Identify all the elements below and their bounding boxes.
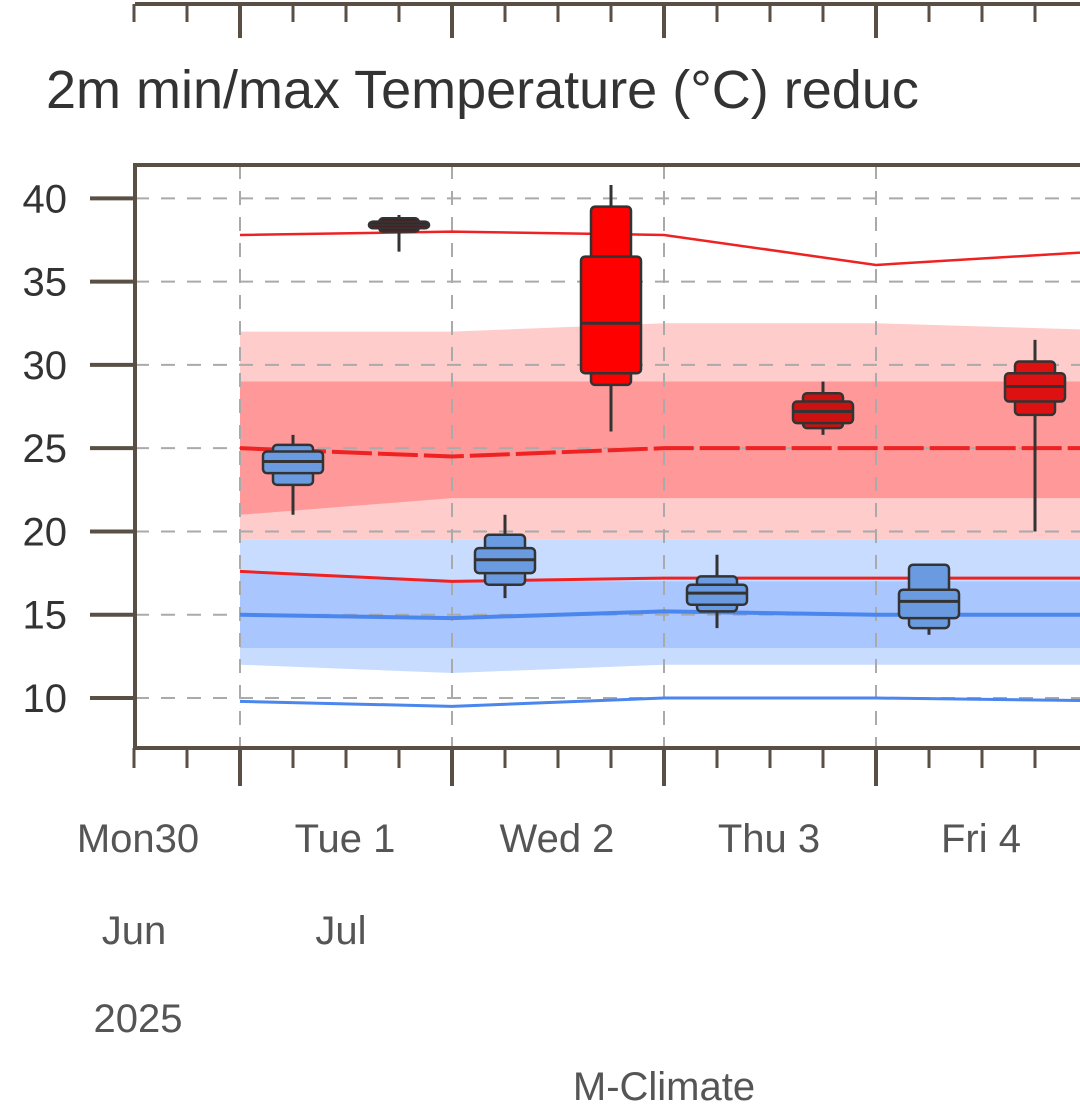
- y-tick-label: 30: [23, 344, 68, 388]
- y-tick-label: 20: [23, 510, 68, 554]
- x-tick-month: Jul: [315, 909, 366, 953]
- x-tick-month: Jun: [102, 909, 167, 953]
- y-tick-label: 15: [23, 594, 68, 638]
- y-tick-label: 10: [23, 677, 68, 721]
- y-tick-label: 35: [23, 261, 68, 305]
- min-box-1: [261, 434, 325, 515]
- top-axis: [132, 2, 1080, 38]
- max-climate-extreme-low-line: [239, 569, 1080, 583]
- y-tick-label: 40: [23, 177, 68, 221]
- max-climate-median-line: [239, 446, 1080, 459]
- min-climate-median-line: [239, 609, 1080, 621]
- x-tick-label: Tue 1: [295, 817, 396, 861]
- chart-title: 2m min/max Temperature (°C) reduc: [46, 60, 919, 120]
- box-interquartile: [685, 583, 749, 606]
- x-tick-label: Fri 4: [941, 817, 1021, 861]
- min-box-4: [897, 563, 961, 635]
- plot-content: [135, 165, 1080, 748]
- max-box-2: [579, 184, 643, 432]
- x-tick-label: Mon30: [77, 817, 199, 861]
- chart-footer-label: M-Climate: [573, 1065, 755, 1109]
- max-box-4: [1003, 339, 1067, 532]
- x-tick-label: Thu 3: [718, 817, 820, 861]
- min-climate-extreme-line: [239, 696, 1080, 708]
- min-box-2: [473, 514, 537, 599]
- min-box-3: [685, 554, 749, 629]
- x-tick-label: Wed 2: [500, 817, 615, 861]
- max-climate-extreme-high-line: [239, 230, 1080, 267]
- max-box-1: [367, 214, 431, 252]
- box-interquartile: [897, 588, 961, 620]
- max-box-3: [791, 381, 855, 435]
- box-interquartile: [579, 255, 643, 375]
- x-tick-year: 2025: [94, 997, 183, 1041]
- y-tick-label: 25: [23, 427, 68, 471]
